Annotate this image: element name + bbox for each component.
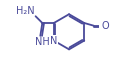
- Text: NH: NH: [35, 37, 49, 47]
- Text: N: N: [50, 36, 57, 46]
- Text: H₂N: H₂N: [16, 6, 35, 16]
- Text: O: O: [101, 21, 109, 31]
